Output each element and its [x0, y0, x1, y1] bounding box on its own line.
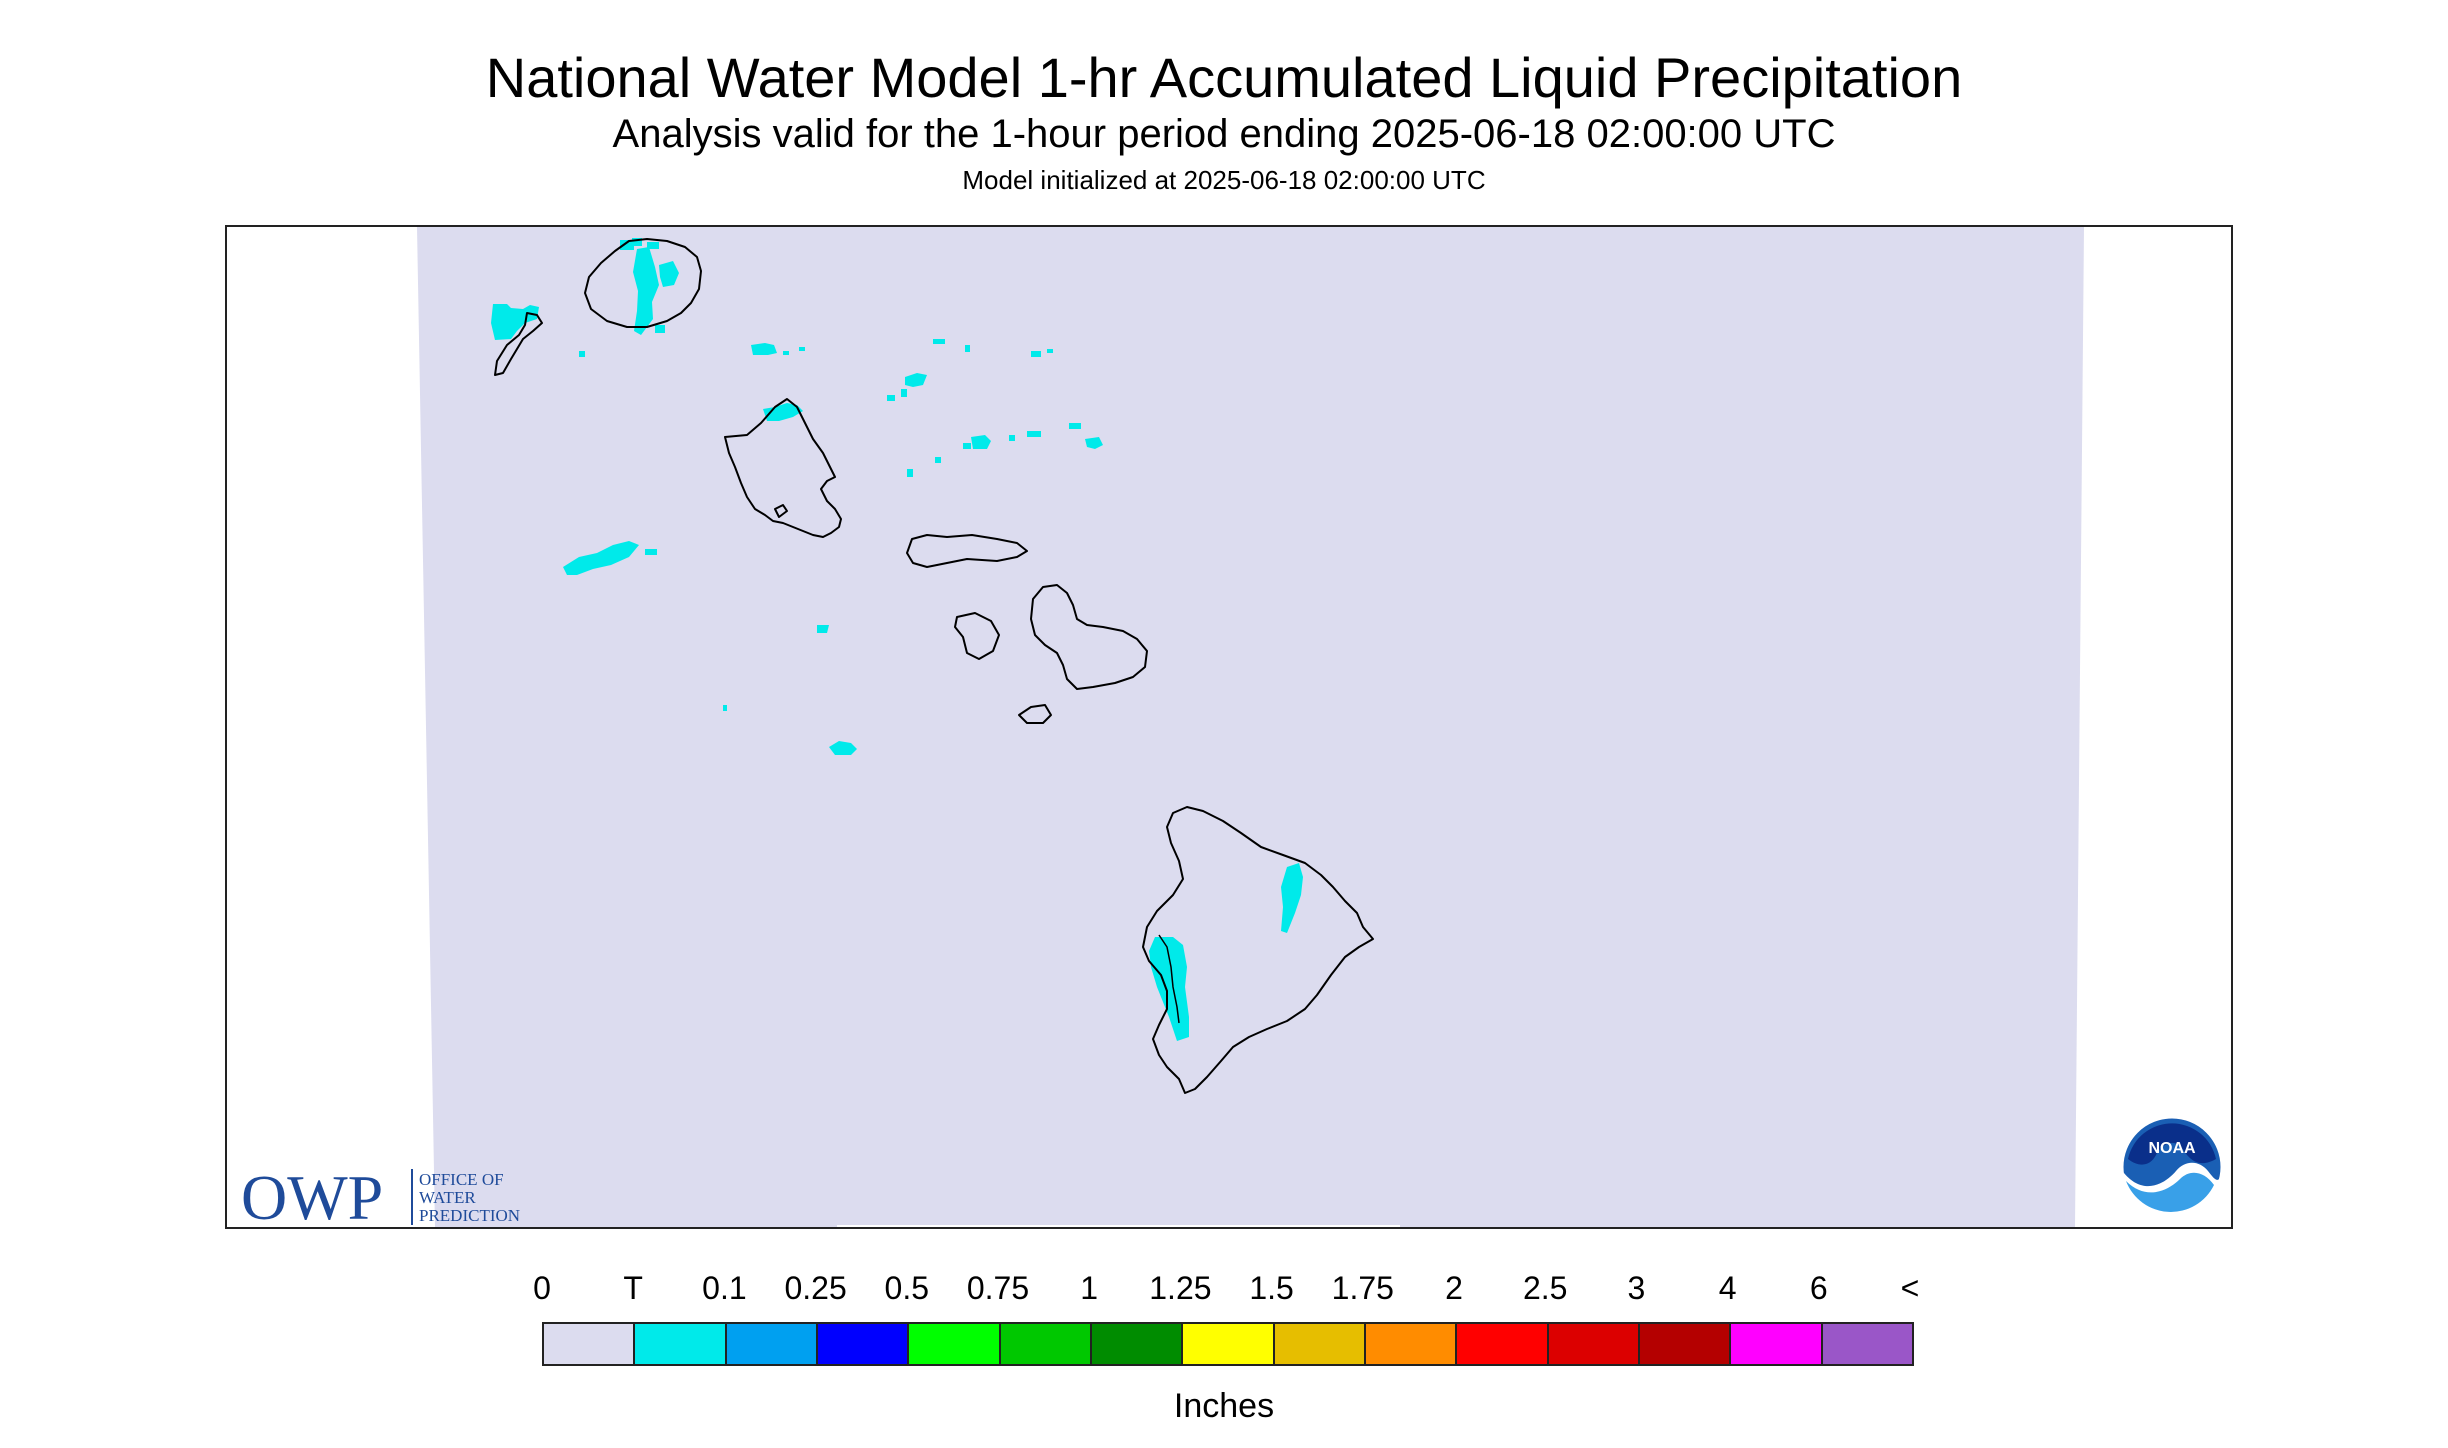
legend-label: 0.5 [884, 1270, 930, 1306]
legend-label: 0.75 [966, 1270, 1030, 1306]
chart-subtitle: Analysis valid for the 1-hour period end… [612, 112, 1836, 156]
legend-label: 1 [1080, 1270, 1099, 1306]
legend-label: 6 [1809, 1270, 1828, 1306]
owp-line-2: WATER [419, 1188, 476, 1207]
legend-swatch [1183, 1324, 1275, 1364]
legend-swatch [817, 1324, 910, 1364]
pearl-harbor [774, 504, 788, 518]
legend-labels: 0 T 0.1 0.25 0.5 0.75 1 1.25 1.5 1.75 2 2.5 3 4 6 < [0, 1268, 2448, 1308]
island-kauai [584, 238, 702, 328]
legend-units: Inches [1173, 1387, 1275, 1425]
legend-label: 1.5 [1249, 1270, 1294, 1306]
legend-label: < [1900, 1270, 1920, 1306]
model-domain [417, 227, 2084, 1227]
legend-swatch [544, 1324, 636, 1364]
legend-swatch [1091, 1324, 1184, 1364]
legend-swatch [726, 1324, 818, 1364]
legend-label: 4 [1718, 1270, 1737, 1306]
legend-label: 3 [1627, 1270, 1646, 1306]
island-niihau [494, 312, 543, 376]
legend-label: 0.25 [784, 1270, 847, 1306]
owp-divider [411, 1169, 413, 1225]
island-molokai [906, 534, 1028, 568]
island-lanai [954, 612, 1000, 660]
coastlines [494, 238, 1374, 1094]
noaa-logo: NOAA [2120, 1115, 2224, 1224]
legend-label: T [623, 1270, 643, 1306]
legend-label: 1.25 [1149, 1270, 1212, 1306]
island-hawaii [1142, 806, 1374, 1094]
legend-label: 2.5 [1522, 1270, 1568, 1306]
noaa-text: NOAA [2148, 1140, 2196, 1157]
legend-swatch [1457, 1324, 1549, 1364]
legend-swatch [1639, 1324, 1732, 1364]
owp-line-1: OFFICE OF [419, 1170, 504, 1189]
legend-swatch [1000, 1324, 1092, 1364]
legend-swatch [1731, 1324, 1823, 1364]
kona-ridge-line [1158, 934, 1180, 1024]
legend-swatch [1274, 1324, 1366, 1364]
legend-swatch [1365, 1324, 1458, 1364]
island-oahu [724, 398, 842, 538]
legend-swatch [1548, 1324, 1640, 1364]
legend-swatch [1822, 1324, 1912, 1364]
map-frame: OWP OFFICE OF WATER PREDICTION NOAA [225, 225, 2233, 1229]
legend-swatch [909, 1324, 1001, 1364]
island-kahoolawe [1018, 704, 1052, 724]
legend-label: 0.1 [702, 1270, 747, 1306]
owp-logo: OWP OFFICE OF WATER PREDICTION [241, 1162, 520, 1227]
legend-label: 0 [533, 1270, 551, 1306]
legend-colorbar [542, 1322, 1914, 1366]
legend-label: 1.75 [1331, 1270, 1394, 1306]
legend-label: 2 [1445, 1270, 1463, 1306]
island-maui [1030, 584, 1148, 690]
hawaii-precip-map: OWP OFFICE OF WATER PREDICTION NOAA [241, 227, 2224, 1227]
legend-swatch [635, 1324, 727, 1364]
model-init-text: Model initialized at 2025-06-18 02:00:00… [962, 165, 1486, 195]
owp-line-3: PREDICTION [419, 1206, 520, 1225]
owp-letters: OWP [241, 1162, 383, 1227]
chart-title: National Water Model 1-hr Accumulated Li… [485, 46, 1963, 109]
